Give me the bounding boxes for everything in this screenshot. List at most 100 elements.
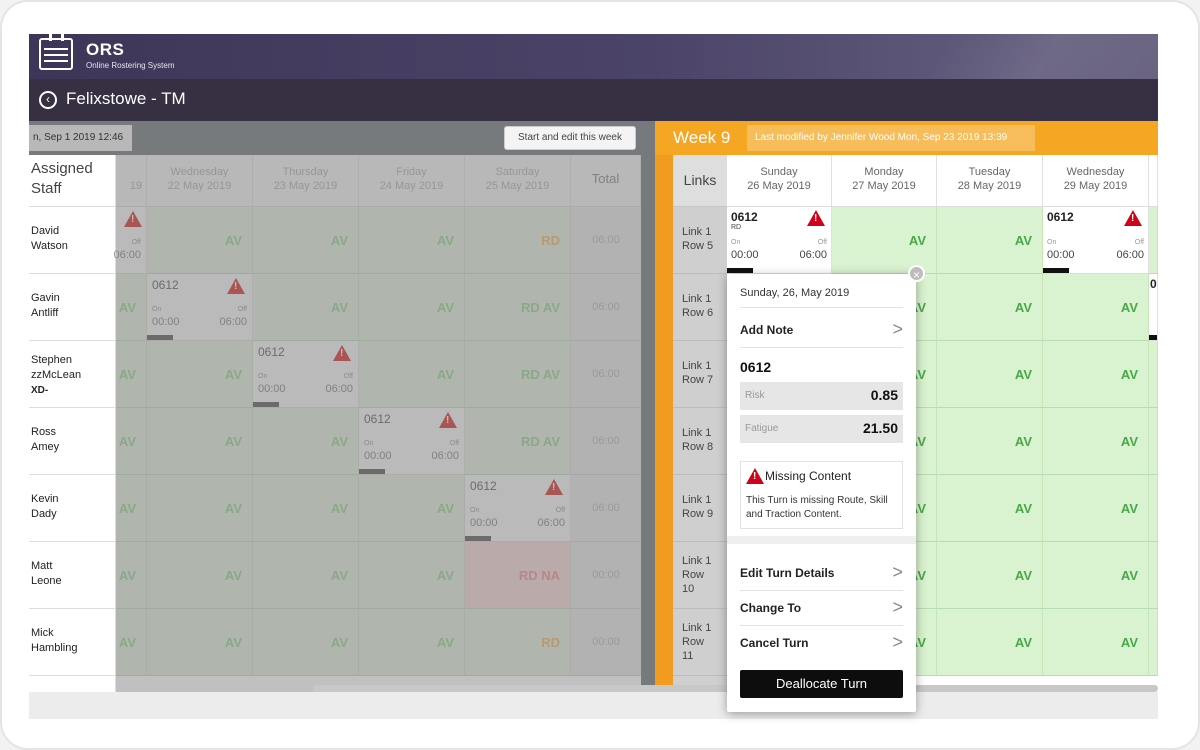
- total-header: Total: [571, 155, 641, 207]
- location-title: Felixstowe - TM: [66, 89, 186, 108]
- day-cell[interactable]: RD AV: [465, 341, 571, 408]
- day-cell[interactable]: RD NA: [465, 542, 571, 609]
- day-cell[interactable]: AV: [1043, 408, 1149, 475]
- link-row-label: Link 1 Row 8: [673, 408, 727, 475]
- week-date-label: n, Sep 1 2019 12:46: [29, 125, 132, 151]
- app-screen: ORS Online Rostering System ‹ Felixstowe…: [29, 34, 1158, 719]
- day-cell[interactable]: AV: [937, 609, 1043, 676]
- back-circle-icon[interactable]: ‹: [39, 91, 57, 109]
- day-cell[interactable]: AV: [116, 542, 147, 609]
- day-cell[interactable]: AV: [937, 542, 1043, 609]
- link-row-label: Link 1 Row 9: [673, 475, 727, 542]
- edit-turn-details-button[interactable]: Edit Turn Details >: [740, 562, 903, 582]
- close-icon[interactable]: ×: [908, 265, 925, 282]
- day-cell[interactable]: AV: [147, 408, 253, 475]
- day-cell[interactable]: AV: [937, 475, 1043, 542]
- day-cell[interactable]: AV: [359, 542, 465, 609]
- staff-row[interactable]: David Watson: [29, 207, 116, 274]
- day-cell[interactable]: AV: [116, 609, 147, 676]
- total-cell: 06:00: [571, 408, 641, 475]
- day-cell[interactable]: AV: [359, 475, 465, 542]
- day-cell[interactable]: AV: [1043, 274, 1149, 341]
- day-cell[interactable]: AV: [1043, 341, 1149, 408]
- day-cell[interactable]: AV: [147, 542, 253, 609]
- day-cell[interactable]: AV: [832, 207, 937, 274]
- day-cell[interactable]: AV: [1043, 609, 1149, 676]
- day-header: Thursday 23 May 2019: [253, 155, 359, 207]
- links-header: Links: [673, 155, 727, 207]
- day-cell[interactable]: AV: [937, 408, 1043, 475]
- staff-row[interactable]: Matt Leone: [29, 542, 116, 609]
- day-cell[interactable]: AV: [937, 207, 1043, 274]
- total-cell: 00:00: [571, 542, 641, 609]
- day-cell[interactable]: RD: [465, 207, 571, 274]
- day-header: Saturday 25 May 2019: [465, 155, 571, 207]
- day-cell[interactable]: AV: [937, 274, 1043, 341]
- staff-tag: XD-: [31, 385, 49, 396]
- total-cell: 06:00: [571, 274, 641, 341]
- day-cell[interactable]: AV: [253, 609, 359, 676]
- staff-row[interactable]: Kevin Dady: [29, 475, 116, 542]
- day-cell[interactable]: AV: [253, 207, 359, 274]
- day-cell[interactable]: AV: [253, 408, 359, 475]
- warning-icon: [227, 278, 245, 294]
- deallocate-turn-button[interactable]: Deallocate Turn: [740, 670, 903, 698]
- day-cell[interactable]: RD AV: [465, 408, 571, 475]
- staff-row[interactable]: Ross Amey: [29, 408, 116, 475]
- day-cell[interactable]: AV: [253, 542, 359, 609]
- start-edit-week-button[interactable]: Start and edit this week: [504, 126, 636, 150]
- cancel-turn-button[interactable]: Cancel Turn >: [740, 632, 903, 652]
- day-cell[interactable]: AV: [1043, 475, 1149, 542]
- day-cell[interactable]: AV: [116, 274, 147, 341]
- day-cell[interactable]: AV: [253, 274, 359, 341]
- day-cell[interactable]: AV: [359, 207, 465, 274]
- assigned-staff-header: Assigned Staff: [29, 155, 116, 207]
- day-header: Sunday 26 May 2019: [727, 155, 832, 207]
- day-header: Friday 24 May 2019: [359, 155, 465, 207]
- chevron-right-icon: >: [892, 562, 903, 582]
- day-header: Tuesday 28 May 2019: [937, 155, 1043, 207]
- day-cell[interactable]: AV: [147, 475, 253, 542]
- staff-row[interactable]: Gavin Antliff: [29, 274, 116, 341]
- day-cell[interactable]: AV: [359, 341, 465, 408]
- warning-icon: [807, 210, 825, 226]
- turn-card-partial[interactable]: 0: [1149, 274, 1158, 341]
- day-cell[interactable]: AV: [147, 341, 253, 408]
- day-cell[interactable]: AV: [147, 609, 253, 676]
- add-note-button[interactable]: Add Note >: [740, 319, 903, 339]
- day-cell[interactable]: AV: [359, 609, 465, 676]
- popover-turn-code: 0612: [740, 359, 772, 375]
- total-cell: 06:00: [571, 341, 641, 408]
- staff-row[interactable]: Mick Hambling: [29, 609, 116, 676]
- day-cell[interactable]: AV: [1043, 542, 1149, 609]
- total-cell: 06:00: [571, 207, 641, 274]
- day-cell[interactable]: AV: [359, 274, 465, 341]
- previous-week-grid: Assigned Staff David Watson Gavin Antliff …: [29, 155, 641, 719]
- day-cell[interactable]: AV: [937, 341, 1043, 408]
- risk-metric: Risk 0.85: [740, 382, 903, 410]
- app-name: ORS: [86, 40, 125, 59]
- day-cell[interactable]: AV: [116, 408, 147, 475]
- staff-row[interactable]: Stephen zzMcLean XD-: [29, 341, 116, 408]
- change-to-button[interactable]: Change To >: [740, 597, 903, 617]
- day-cell[interactable]: AV: [147, 207, 253, 274]
- day-cell[interactable]: AV: [253, 475, 359, 542]
- day-cell[interactable]: RD: [465, 609, 571, 676]
- turn-card-partial[interactable]: Off 06:00: [113, 207, 147, 274]
- partial-day-header: 19: [116, 155, 147, 207]
- app-subtitle: Online Rostering System: [86, 61, 175, 70]
- assigned-staff-column: Assigned Staff David Watson Gavin Antliff …: [29, 155, 116, 719]
- day-cell[interactable]: RD AV: [465, 274, 571, 341]
- missing-content-alert: Missing Content This Turn is missing Rou…: [740, 461, 903, 529]
- week-label: Week 9: [673, 128, 731, 147]
- last-modified-label: Last modified by Jennifer Wood Mon, Sep …: [747, 125, 1035, 151]
- panel-divider: [641, 121, 655, 719]
- day-cell[interactable]: AV: [116, 475, 147, 542]
- day-cell[interactable]: AV: [116, 341, 147, 408]
